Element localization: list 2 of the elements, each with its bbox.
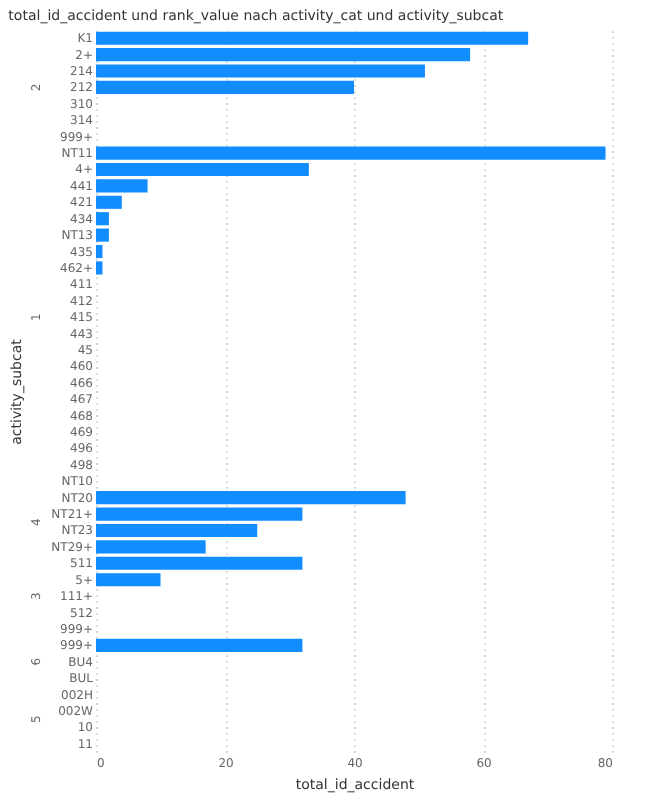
bar xyxy=(96,638,303,652)
bar xyxy=(96,491,406,505)
